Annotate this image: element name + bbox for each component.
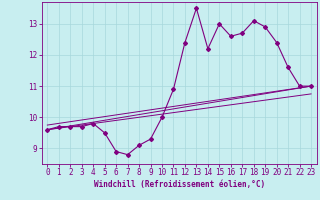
- X-axis label: Windchill (Refroidissement éolien,°C): Windchill (Refroidissement éolien,°C): [94, 180, 265, 189]
